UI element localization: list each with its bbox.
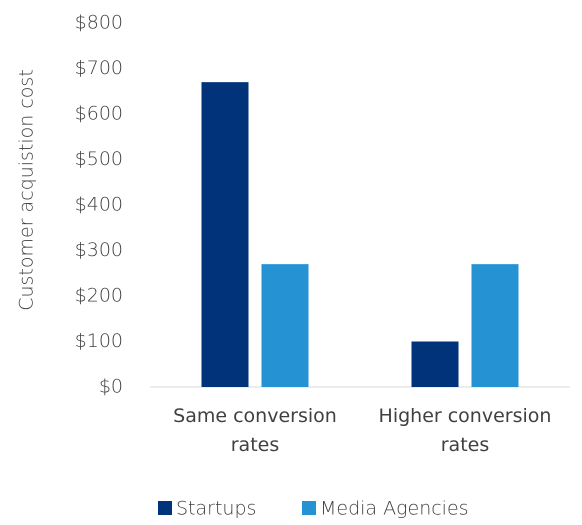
x-tick-label: Same conversion rates <box>173 405 337 456</box>
legend-label: Media Agencies <box>320 498 469 520</box>
bar <box>261 264 309 387</box>
y-tick-label: $300 <box>75 239 123 261</box>
legend-label: Startups <box>176 498 256 520</box>
y-tick-label: $200 <box>75 285 123 307</box>
x-tick-label: Higher conversion rates <box>378 405 552 456</box>
y-tick-label: $400 <box>75 194 123 216</box>
bar <box>471 264 519 387</box>
bar <box>411 341 459 387</box>
y-axis-label: Customer acquistion cost <box>16 69 38 311</box>
y-tick-label: $600 <box>75 103 123 125</box>
y-tick-label: $100 <box>75 330 123 352</box>
y-tick-label: $700 <box>75 57 123 79</box>
legend-swatch <box>158 501 172 515</box>
y-tick-label: $500 <box>75 148 123 170</box>
legend-swatch <box>302 501 316 515</box>
bar <box>201 82 249 388</box>
y-tick-label: $0 <box>99 376 123 398</box>
y-tick-label: $800 <box>75 12 123 34</box>
